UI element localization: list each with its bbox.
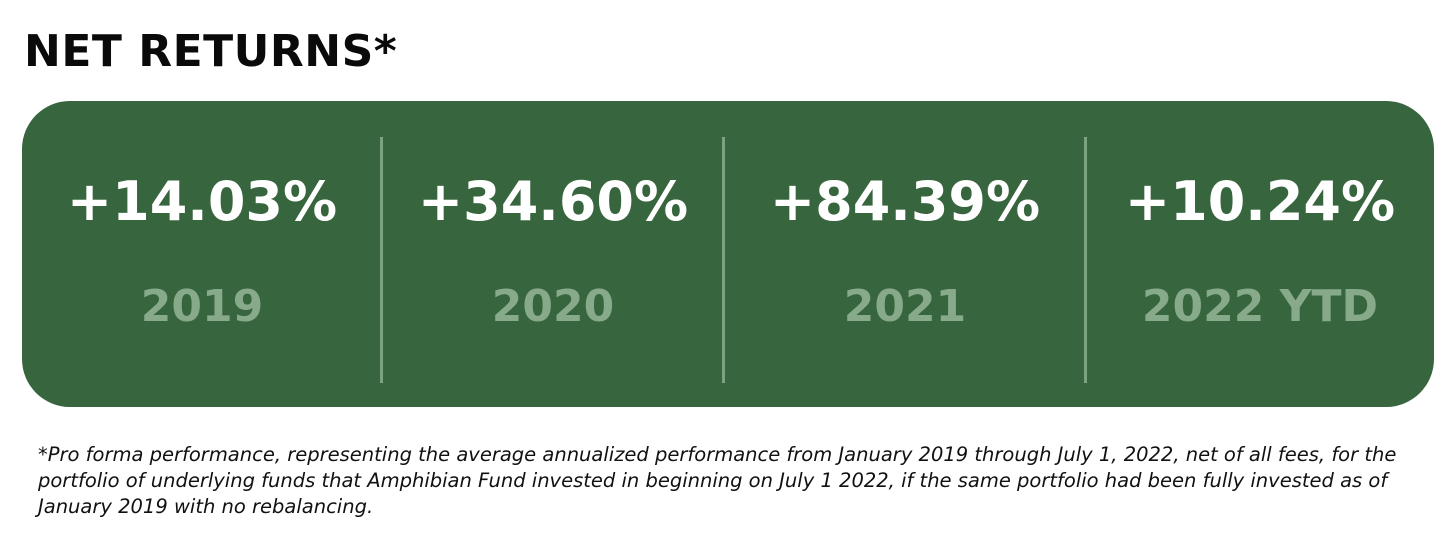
return-year: 2021 <box>843 281 967 332</box>
return-value: +14.03% <box>66 170 338 233</box>
column-divider <box>722 137 725 383</box>
returns-panel: +14.03% 2019 +34.60% 2020 +84.39% 2021 +… <box>22 101 1434 407</box>
column-divider <box>380 137 383 383</box>
return-2022-ytd: +10.24% 2022 YTD <box>1086 101 1434 407</box>
column-divider <box>1084 137 1087 383</box>
return-value: +34.60% <box>417 170 689 233</box>
return-value: +84.39% <box>769 170 1041 233</box>
return-2020: +34.60% 2020 <box>382 101 724 407</box>
return-2019: +14.03% 2019 <box>22 101 382 407</box>
footnote: *Pro forma performance, representing the… <box>38 443 1397 518</box>
return-year: 2020 <box>491 281 615 332</box>
return-value: +10.24% <box>1124 170 1396 233</box>
page-title: NET RETURNS* <box>24 26 398 77</box>
return-year: 2022 YTD <box>1141 281 1379 332</box>
return-year: 2019 <box>140 281 264 332</box>
return-2021: +84.39% 2021 <box>724 101 1086 407</box>
